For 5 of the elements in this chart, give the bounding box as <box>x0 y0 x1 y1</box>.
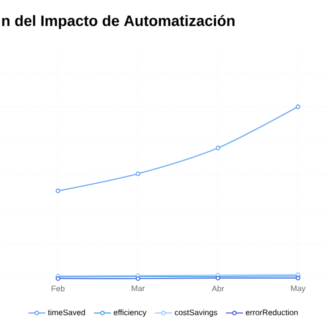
point <box>296 104 300 110</box>
chart-title: n del Impacto de Automatización <box>2 14 234 30</box>
point <box>216 146 220 150</box>
point <box>56 188 60 194</box>
point <box>136 171 140 176</box>
